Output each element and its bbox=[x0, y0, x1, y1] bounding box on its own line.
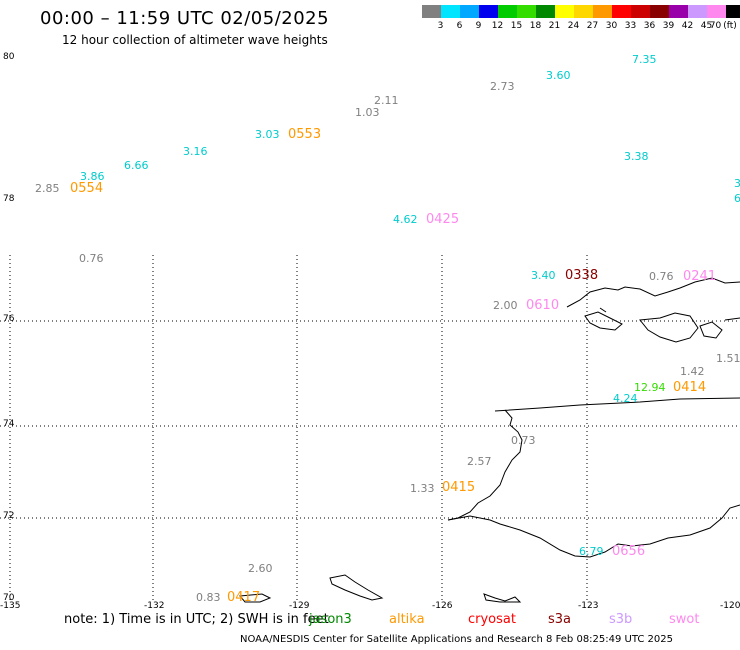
colorbar-label: 15 bbox=[510, 21, 523, 31]
colorbar-label: 12 bbox=[491, 21, 504, 31]
lon-label: -126 bbox=[432, 601, 453, 611]
coastline bbox=[239, 277, 740, 603]
wave-value: 4.24 bbox=[613, 392, 638, 405]
colorbar-swatch bbox=[517, 5, 536, 18]
wave-value: 3 bbox=[734, 177, 740, 190]
colorbar-label: 27 bbox=[586, 21, 599, 31]
wave-value: 3.40 bbox=[531, 269, 556, 282]
wave-value: 1.33 bbox=[410, 482, 435, 495]
lon-label: -123 bbox=[578, 601, 599, 611]
wave-value: 1.03 bbox=[355, 106, 380, 119]
wave-value: 2.60 bbox=[248, 562, 273, 575]
wave-value: 1.51 bbox=[716, 352, 740, 365]
colorbar-label: 21 bbox=[548, 21, 561, 31]
wave-value: 4.62 bbox=[393, 213, 418, 226]
lon-label: -135 bbox=[0, 601, 21, 611]
colorbar-swatch bbox=[498, 5, 517, 18]
colorbar-swatch bbox=[650, 5, 669, 18]
colorbar-label: 9 bbox=[475, 21, 482, 31]
wave-value: 0.73 bbox=[511, 434, 536, 447]
wave-value: 1.42 bbox=[680, 365, 705, 378]
footer-note: note: 1) Time is in UTC; 2) SWH is in fe… bbox=[64, 612, 329, 627]
colorbar-label: 24 bbox=[567, 21, 580, 31]
colorbar-swatch bbox=[460, 5, 479, 18]
pass-time: 0610 bbox=[526, 298, 560, 313]
page-title: 00:00 – 11:59 UTC 02/05/2025 bbox=[40, 8, 330, 29]
pass-time: 0656 bbox=[612, 544, 646, 559]
wave-value: 6.79 bbox=[579, 545, 604, 558]
colorbar-label: 36 bbox=[643, 21, 656, 31]
pass-time: 0338 bbox=[565, 268, 599, 283]
lat-label: 74 bbox=[3, 419, 15, 429]
lon-label: -129 bbox=[289, 601, 310, 611]
lat-label: 78 bbox=[3, 194, 15, 204]
colorbar-swatch bbox=[593, 5, 612, 18]
colorbar-label: 18 bbox=[529, 21, 542, 31]
colorbar-swatch bbox=[479, 5, 498, 18]
colorbar-label: 39 bbox=[662, 21, 675, 31]
lat-label: 80 bbox=[3, 52, 15, 62]
wave-value: 3.38 bbox=[624, 150, 649, 163]
colorbar-swatch bbox=[536, 5, 555, 18]
legend-cryosat: cryosat bbox=[468, 612, 516, 627]
pass-time: 0553 bbox=[288, 127, 322, 142]
wave-value: 0.76 bbox=[79, 252, 104, 265]
colorbar-label: 33 bbox=[624, 21, 637, 31]
legend-s3b: s3b bbox=[609, 612, 633, 627]
lon-label: -120 bbox=[720, 601, 740, 611]
wave-value: 2.11 bbox=[374, 94, 399, 107]
wave-value: 6 bbox=[734, 192, 740, 205]
colorbar-swatch bbox=[669, 5, 688, 18]
colorbar-unit: (ft) bbox=[723, 21, 737, 31]
lat-label: 70 bbox=[3, 593, 15, 603]
wave-value: 3.60 bbox=[546, 69, 571, 82]
colorbar-swatch bbox=[612, 5, 631, 18]
page-subtitle: 12 hour collection of altimeter wave hei… bbox=[62, 33, 328, 47]
colorbar-swatch bbox=[707, 5, 726, 18]
colorbar-swatch bbox=[555, 5, 574, 18]
wave-value: 2.85 bbox=[35, 182, 60, 195]
colorbar-swatch bbox=[422, 5, 441, 18]
colorbar-swatch bbox=[631, 5, 650, 18]
pass-time: 0241 bbox=[683, 269, 717, 284]
lat-label: 72 bbox=[3, 511, 15, 521]
legend-jason3: jason3 bbox=[309, 612, 352, 627]
wave-value: 2.00 bbox=[493, 299, 518, 312]
wave-value: 6.66 bbox=[124, 159, 149, 172]
wave-value: 0.83 bbox=[196, 591, 221, 604]
colorbar-label: 42 bbox=[681, 21, 694, 31]
colorbar-swatch bbox=[574, 5, 593, 18]
colorbar-swatch bbox=[688, 5, 707, 18]
colorbar-swatch bbox=[726, 5, 740, 18]
legend-swot: swot bbox=[669, 612, 700, 627]
colorbar-swatch bbox=[441, 5, 460, 18]
pass-time: 0414 bbox=[673, 380, 707, 395]
wave-value: 3.86 bbox=[80, 170, 105, 183]
wave-value: 3.03 bbox=[255, 128, 280, 141]
footer-credit: NOAA/NESDIS Center for Satellite Applica… bbox=[240, 634, 673, 645]
pass-time: 0417 bbox=[227, 590, 261, 605]
lon-label: -132 bbox=[144, 601, 165, 611]
legend-s3a: s3a bbox=[548, 612, 572, 627]
wave-value: 3.16 bbox=[183, 145, 208, 158]
wave-value: 2.57 bbox=[467, 455, 492, 468]
legend-altika: altika bbox=[389, 612, 425, 627]
colorbar-label: 6 bbox=[456, 21, 463, 31]
wave-value: 2.73 bbox=[490, 80, 515, 93]
colorbar-label: 70 bbox=[709, 21, 722, 31]
colorbar-label: 45 bbox=[700, 21, 713, 31]
pass-time: 0415 bbox=[442, 480, 476, 495]
pass-time: 0425 bbox=[426, 212, 460, 227]
pass-time: 0554 bbox=[70, 181, 104, 196]
wave-value: 12.94 bbox=[634, 381, 666, 394]
colorbar-label: 30 bbox=[605, 21, 618, 31]
lat-label: 76 bbox=[3, 314, 15, 324]
wave-value: 7.35 bbox=[632, 53, 657, 66]
colorbar-label: 3 bbox=[437, 21, 444, 31]
wave-value: 0.76 bbox=[649, 270, 674, 283]
